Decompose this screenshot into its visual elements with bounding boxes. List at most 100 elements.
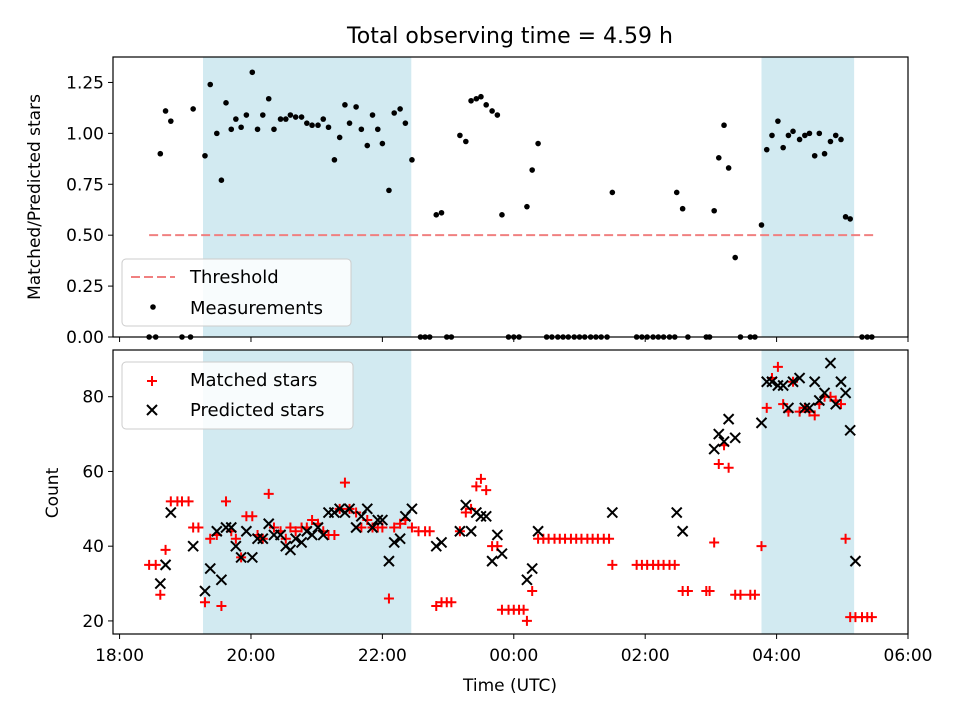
predicted-star-point	[713, 428, 725, 440]
matched-star-point	[749, 589, 760, 600]
y-tick-label: 60	[82, 462, 104, 482]
matched-star-point	[307, 515, 318, 526]
measurement-point	[214, 130, 220, 137]
measurement-point	[832, 132, 839, 139]
matched-star-point	[709, 537, 720, 548]
measurement-point	[254, 126, 261, 133]
measurement-point	[478, 93, 484, 100]
measurement-point	[168, 118, 174, 124]
bottom-panel: 20 40 60 80 18:00 20:00 22:00 00:00 02:00 04:00 0…	[43, 349, 933, 696]
predicted-star-point	[235, 551, 247, 564]
measurement-point	[358, 126, 365, 133]
measurement-point	[320, 116, 327, 122]
top-plot-frame	[112, 56, 909, 338]
matched-star-point	[840, 533, 851, 544]
matched-star-point	[794, 406, 805, 417]
matched-star-point	[205, 533, 216, 544]
predicted-star-point	[289, 533, 302, 545]
matched-star-point	[431, 600, 442, 611]
measurement-point	[758, 222, 765, 228]
measurement-point	[816, 130, 823, 137]
predicted-star-point	[435, 536, 448, 549]
predicted-star-point	[803, 402, 816, 414]
predicted-star-point	[376, 514, 389, 526]
measurement-point	[336, 134, 343, 141]
legend-measurement-label: Measurements	[190, 298, 323, 319]
measurement-point	[529, 167, 535, 173]
matched-star-point	[669, 559, 680, 570]
predicted-star-point	[849, 555, 862, 567]
predicted-stars-points	[154, 357, 862, 597]
y-tick-label: 20	[82, 612, 104, 632]
measurement-point	[353, 104, 359, 110]
measurement-point	[386, 187, 392, 194]
legend-matched-label: Matched stars	[190, 370, 317, 391]
measurement-point	[379, 140, 386, 147]
y-tick-label: 0.00	[66, 328, 104, 348]
measurement-point	[271, 126, 277, 133]
predicted-star-point	[306, 529, 318, 541]
matched-star-point	[247, 511, 258, 522]
measurement-point	[243, 112, 250, 118]
predicted-star-point	[295, 536, 308, 549]
matched-star-point	[263, 488, 274, 499]
predicted-star-point	[343, 503, 356, 515]
measurement-point	[732, 254, 739, 261]
predicted-star-point	[526, 562, 538, 575]
measurement-point	[821, 150, 828, 157]
measurement-point	[157, 150, 164, 157]
measurement-point	[287, 112, 294, 118]
x-axis-label: Time (UTC)	[462, 676, 557, 696]
y-tick-label: 0.50	[66, 226, 104, 246]
measurement-point	[391, 110, 398, 116]
measurement-point	[218, 177, 225, 183]
predicted-star-point	[496, 547, 508, 560]
matched-star-point	[230, 533, 241, 544]
measurement-point	[233, 116, 239, 122]
matched-star-point	[268, 522, 279, 533]
measurement-point	[468, 97, 474, 104]
predicted-star-point	[204, 562, 216, 575]
predicted-star-point	[722, 413, 735, 425]
y-tick-label: 40	[82, 537, 104, 557]
matched-star-point	[471, 481, 482, 492]
matched-star-point	[446, 597, 457, 608]
matched-star-point	[460, 507, 471, 518]
predicted-star-point	[799, 402, 811, 414]
matched-star-point	[475, 473, 486, 484]
predicted-star-point	[394, 533, 406, 545]
measurement-point	[346, 120, 353, 126]
measurement-point	[679, 205, 686, 212]
predicted-star-point	[729, 432, 741, 444]
predicted-star-point	[777, 379, 789, 392]
measurement-point	[315, 122, 321, 129]
measurement-point	[609, 189, 616, 196]
y-tick-label: 0.25	[66, 277, 104, 297]
chart-title: Total observing time = 4.59 h	[346, 24, 673, 49]
predicted-star-point	[355, 510, 368, 522]
matched-star-point	[389, 522, 400, 533]
measurement-point	[190, 106, 196, 112]
measurement-point	[331, 157, 338, 163]
measurement-point	[769, 132, 775, 139]
matched-star-point	[193, 522, 204, 533]
top-y-axis-label: Matched/Predicted stars	[25, 94, 45, 300]
measurement-point	[838, 136, 844, 143]
measurement-point	[806, 130, 813, 137]
predicted-star-point	[480, 510, 492, 522]
predicted-star-point	[793, 372, 806, 384]
predicted-star-point	[491, 529, 504, 541]
matched-star-point	[424, 526, 435, 537]
matched-star-point	[216, 600, 227, 611]
predicted-star-point	[718, 435, 730, 448]
predicted-star-point	[465, 525, 477, 537]
measurement-point	[494, 112, 501, 118]
measurement-point	[374, 126, 381, 133]
matched-star-point	[285, 522, 296, 533]
measurement-point	[369, 112, 376, 118]
x-tick-label: 20:00	[226, 646, 275, 666]
measurement-point	[292, 114, 299, 120]
predicted-star-point	[486, 555, 498, 567]
matched-star-point	[723, 462, 734, 473]
legend-predicted-swatch	[146, 404, 158, 416]
